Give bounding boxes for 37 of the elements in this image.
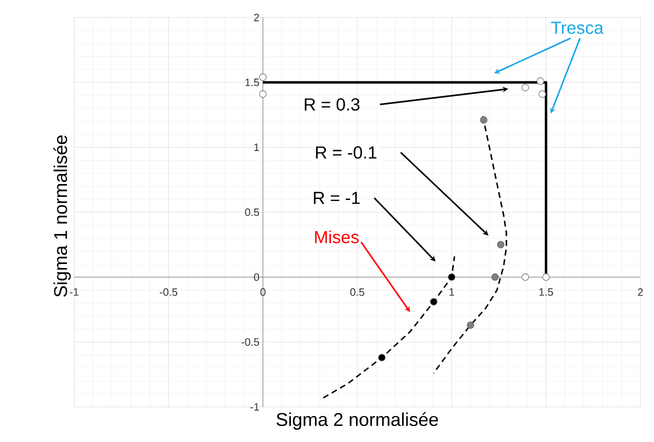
x-tick-label: -0.5 (160, 288, 178, 296)
y-tick-label: 0.5 (245, 208, 260, 216)
annotation: R = -1 (314, 192, 360, 204)
x-tick-label: 0 (260, 288, 266, 296)
line-series (432, 115, 508, 374)
y-tick-label: 1.5 (245, 78, 260, 86)
point (466, 321, 474, 329)
annotation: Mises (315, 230, 359, 244)
x-tick-label: 1.5 (539, 288, 553, 296)
point (448, 273, 456, 281)
x-tick-label: 2 (638, 288, 643, 296)
point (430, 298, 438, 306)
x-tick-label: -1 (70, 288, 78, 296)
point (522, 273, 529, 281)
point (497, 241, 504, 248)
y-tick-label: 0 (254, 273, 260, 281)
annotation: R = 0.3 (304, 98, 360, 111)
x-axis-title: Sigma 2 normalisée (276, 412, 438, 430)
point (259, 90, 267, 98)
point (491, 273, 499, 281)
y-tick-label: -0.5 (242, 338, 260, 346)
point (536, 77, 544, 85)
point (259, 74, 267, 81)
x-tick-label: 1 (450, 288, 454, 296)
point (538, 90, 546, 98)
y-tick-label: 2 (254, 14, 259, 22)
y-axis-title: Sigma 1 normalisée (53, 135, 71, 297)
line-series (322, 256, 456, 399)
annotation: R = -0.1 (316, 146, 376, 159)
x-tick-label: 0.5 (350, 288, 364, 296)
point (522, 84, 529, 92)
point (480, 116, 488, 124)
point (542, 273, 550, 281)
point (378, 354, 386, 362)
y-tick-label: 1 (254, 144, 259, 152)
y-tick-label: -1 (250, 403, 259, 411)
annotation: Tresca (551, 22, 604, 34)
